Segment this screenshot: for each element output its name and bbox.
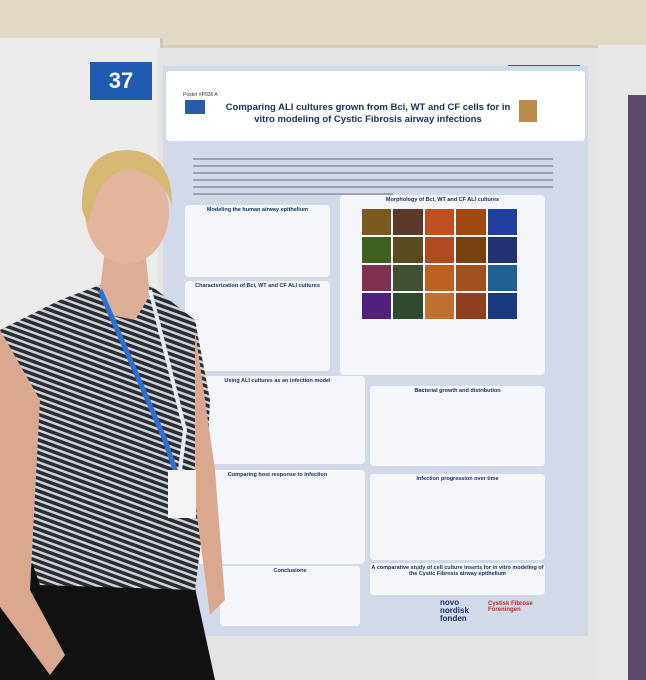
section-title: Characterization of Bci, WT and CF ALI c…: [195, 283, 320, 289]
micrograph: [487, 209, 517, 235]
top: [0, 285, 210, 590]
arm: [0, 330, 65, 675]
section-title: Comparing host response to infection: [227, 472, 328, 478]
section: Using ALI cultures as an infection model: [190, 376, 365, 464]
ceiling: [0, 0, 646, 45]
micrograph: [424, 293, 455, 319]
right-poster-edge: [628, 95, 646, 680]
portrait: [519, 100, 537, 122]
section-title: Morphology of Bci, WT and CF ALI culture…: [385, 197, 500, 203]
board-number: 37: [90, 62, 152, 100]
micrograph: [487, 265, 517, 291]
poster-header: [166, 71, 585, 141]
micrograph: [393, 265, 423, 291]
hair: [81, 150, 172, 225]
sponsor: novo nordisk fonden: [440, 598, 469, 623]
section-title: Infection progression over time: [416, 476, 499, 482]
logo: [185, 100, 205, 114]
section: Conclusions: [220, 566, 360, 626]
section-title: A comparative study of cell culture inse…: [371, 565, 544, 577]
section: Bacterial growth and distribution: [370, 386, 545, 466]
micrograph: [393, 209, 423, 235]
section: Infection progression over time: [370, 474, 545, 560]
micrograph: [487, 237, 517, 263]
micrograph: [456, 237, 486, 263]
section: Morphology of Bci, WT and CF ALI culture…: [340, 195, 545, 375]
micrograph: [424, 265, 455, 291]
section-title: Conclusions: [273, 568, 307, 574]
section: Characterization of Bci, WT and CF ALI c…: [185, 281, 330, 371]
micrograph: [424, 209, 455, 235]
micrograph: [487, 293, 517, 319]
micrograph: [393, 293, 423, 319]
badge: [168, 470, 196, 518]
lanyard: [97, 289, 178, 471]
section: A comparative study of cell culture inse…: [370, 563, 545, 595]
micrograph: [362, 293, 392, 319]
micrograph: [456, 293, 486, 319]
micrograph: [362, 237, 392, 263]
micrograph: [393, 237, 423, 263]
lanyard: [148, 289, 188, 471]
face: [85, 160, 169, 264]
sponsor: Cystisk Fibrose Foreningen: [488, 601, 533, 613]
section-title: Using ALI cultures as an infection model: [224, 378, 331, 384]
micrograph: [362, 209, 392, 235]
micrograph: [362, 265, 392, 291]
micrograph: [456, 265, 486, 291]
section-title: Bacterial growth and distribution: [414, 388, 501, 394]
neck: [100, 250, 150, 320]
section-title: Modeling the human airway epithelium: [206, 207, 309, 213]
poster: Poster #P036 A Comparing ALI cultures gr…: [163, 66, 588, 636]
micrograph: [456, 209, 486, 235]
section: Modeling the human airway epithelium: [185, 205, 330, 277]
micrograph: [424, 237, 455, 263]
image-grid: [362, 209, 517, 319]
poster-id: Poster #P036 A: [183, 92, 218, 98]
poster-title: Comparing ALI cultures grown from Bci, W…: [225, 102, 511, 125]
arm: [195, 330, 225, 615]
